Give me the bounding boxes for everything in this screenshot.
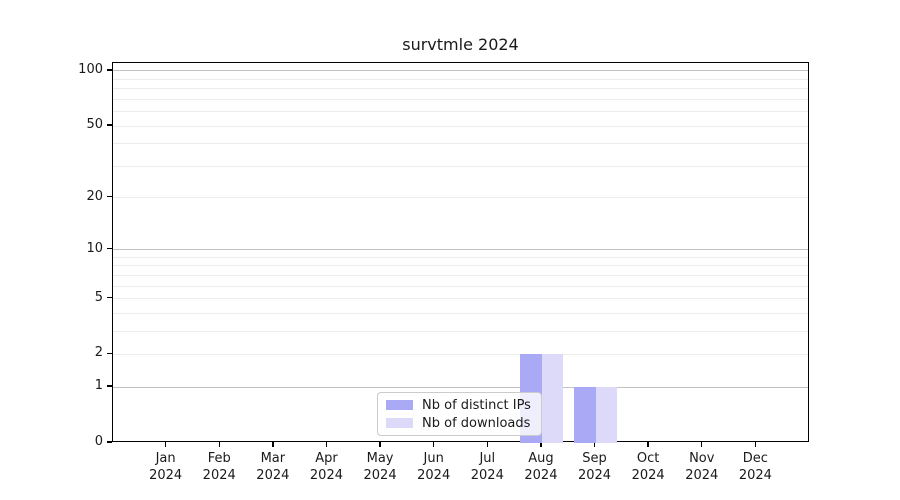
x-tick-month: Sep — [582, 451, 607, 466]
legend-label: Nb of downloads — [422, 415, 531, 431]
x-tick-year: 2024 — [685, 468, 719, 483]
gridline-minor — [113, 330, 808, 332]
y-tick-label: 20 — [86, 188, 103, 204]
x-tick-label: Jan 2024 — [134, 450, 198, 484]
x-tick-month: Mar — [260, 451, 286, 466]
y-tick-label: 10 — [86, 240, 103, 256]
y-tick-label: 50 — [86, 117, 103, 133]
x-tick-year: 2024 — [524, 468, 558, 483]
x-axis-tick — [754, 442, 757, 447]
gridline-minor — [113, 274, 808, 276]
x-tick-year: 2024 — [470, 468, 504, 483]
x-tick-year: 2024 — [417, 468, 451, 483]
x-tick-label: Oct 2024 — [616, 450, 680, 484]
gridline-minor — [113, 98, 808, 100]
x-tick-month: Feb — [207, 451, 231, 466]
x-tick-year: 2024 — [256, 468, 290, 483]
gridline-minor — [113, 165, 808, 167]
x-tick-month: Aug — [528, 451, 554, 466]
y-axis-tick — [107, 195, 112, 198]
gridline-minor — [113, 125, 808, 127]
x-tick-year: 2024 — [149, 468, 183, 483]
x-tick-label: Mar 2024 — [241, 450, 305, 484]
x-tick-month: May — [366, 451, 394, 466]
gridline-minor — [113, 197, 808, 199]
y-axis-tick — [107, 441, 112, 443]
x-tick-label: Dec 2024 — [723, 450, 787, 484]
legend-row: Nb of distinct IPs — [386, 398, 541, 413]
x-tick-month: Jan — [155, 451, 176, 466]
x-axis-tick — [593, 442, 596, 447]
gridline-major — [113, 386, 808, 388]
x-tick-month: Dec — [742, 451, 768, 466]
x-tick-label: Jul 2024 — [455, 450, 519, 484]
gridline-major — [113, 70, 808, 72]
y-axis-tick — [107, 124, 112, 126]
y-tick-label: 0 — [94, 434, 103, 449]
x-axis-tick — [272, 442, 274, 447]
x-tick-label: Sep 2024 — [563, 450, 627, 484]
x-tick-year: 2024 — [631, 468, 665, 483]
x-tick-month: Apr — [315, 451, 338, 466]
x-axis-tick — [432, 442, 435, 447]
y-axis-tick — [107, 248, 112, 250]
y-tick-label: 100 — [78, 61, 103, 77]
y-axis-tick — [107, 69, 112, 71]
x-tick-label: Jun 2024 — [402, 450, 466, 484]
legend: Nb of distinct IPs Nb of downloads — [377, 392, 542, 436]
y-tick-label: 1 — [94, 378, 103, 394]
x-tick-month: Oct — [636, 451, 660, 466]
x-tick-month: Nov — [689, 451, 715, 466]
gridline-minor — [113, 265, 808, 267]
x-axis-tick — [486, 442, 488, 447]
x-axis-tick — [379, 442, 381, 447]
gridline-minor — [113, 88, 808, 90]
bar-distinct-ips — [574, 387, 596, 443]
x-axis-tick — [218, 442, 220, 447]
x-axis-tick — [325, 442, 328, 447]
legend-swatch — [386, 400, 413, 410]
legend-row: Nb of downloads — [386, 416, 541, 431]
x-tick-label: May 2024 — [348, 450, 412, 484]
x-axis-tick — [540, 442, 542, 447]
x-axis-tick — [164, 442, 167, 447]
x-tick-label: Aug 2024 — [509, 450, 573, 484]
y-tick-label: 5 — [94, 289, 103, 305]
legend-label: Nb of distinct IPs — [422, 397, 531, 413]
y-axis-tick — [107, 352, 112, 355]
x-tick-year: 2024 — [202, 468, 236, 483]
y-axis-tick — [107, 296, 112, 299]
x-tick-month: Jun — [423, 451, 444, 466]
x-tick-year: 2024 — [363, 468, 397, 483]
y-tick-label: 2 — [94, 345, 103, 361]
legend-swatch — [386, 418, 413, 428]
x-tick-year: 2024 — [309, 468, 343, 483]
x-axis-tick — [647, 442, 649, 447]
x-tick-label: Nov 2024 — [670, 450, 734, 484]
plot-area — [112, 62, 809, 443]
chart-title: survtmle 2024 — [402, 35, 519, 54]
x-axis-tick — [701, 442, 703, 447]
bar-downloads — [541, 354, 564, 443]
x-tick-year: 2024 — [738, 468, 772, 483]
gridline-minor — [113, 353, 808, 355]
x-tick-label: Feb 2024 — [187, 450, 251, 484]
y-axis-tick — [107, 385, 112, 387]
gridline-minor — [113, 256, 808, 258]
gridline-minor — [113, 78, 808, 80]
gridline-minor — [113, 111, 808, 113]
x-tick-label: Apr 2024 — [294, 450, 358, 484]
bar-downloads — [595, 387, 617, 443]
x-tick-year: 2024 — [577, 468, 612, 483]
gridline-minor — [113, 285, 808, 287]
gridline-minor — [113, 143, 808, 145]
gridline-major — [113, 249, 808, 251]
x-tick-month: Jul — [479, 451, 496, 466]
gridline-minor — [113, 298, 808, 300]
gridline-minor — [113, 312, 808, 314]
